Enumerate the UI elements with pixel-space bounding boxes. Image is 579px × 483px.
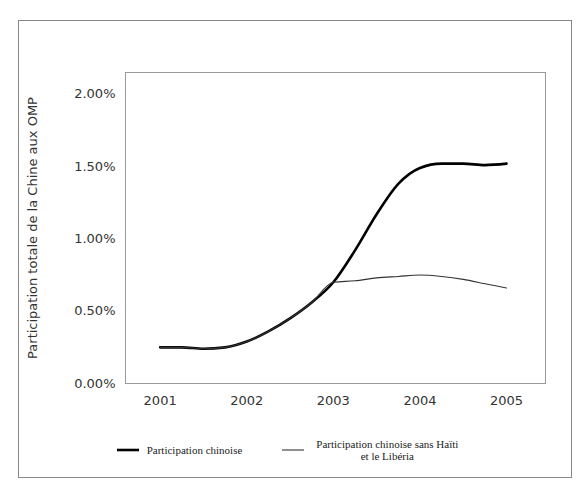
svg-text:1.00%: 1.00%	[74, 231, 115, 246]
svg-text:2.00%: 2.00%	[74, 86, 115, 101]
html-text:Participation chinoise sans Ha: Participation chinoise sans Haïti et le …	[316, 438, 459, 462]
svg-text:0.00%: 0.00%	[74, 376, 115, 391]
svg-text:2001: 2001	[144, 393, 177, 408]
svg-text:2002: 2002	[230, 393, 263, 408]
svg-text:0.50%: 0.50%	[74, 303, 115, 318]
svg-text:2005: 2005	[490, 393, 523, 408]
svg-text:Participation totale de la Chi: Participation totale de la Chine aux OMP	[25, 97, 40, 359]
svg-text:1.50%: 1.50%	[74, 159, 115, 174]
svg-text:2004: 2004	[403, 393, 436, 408]
html-text:Participation chinoise: Participation chinoise	[146, 444, 243, 456]
svg-text:2003: 2003	[317, 393, 350, 408]
